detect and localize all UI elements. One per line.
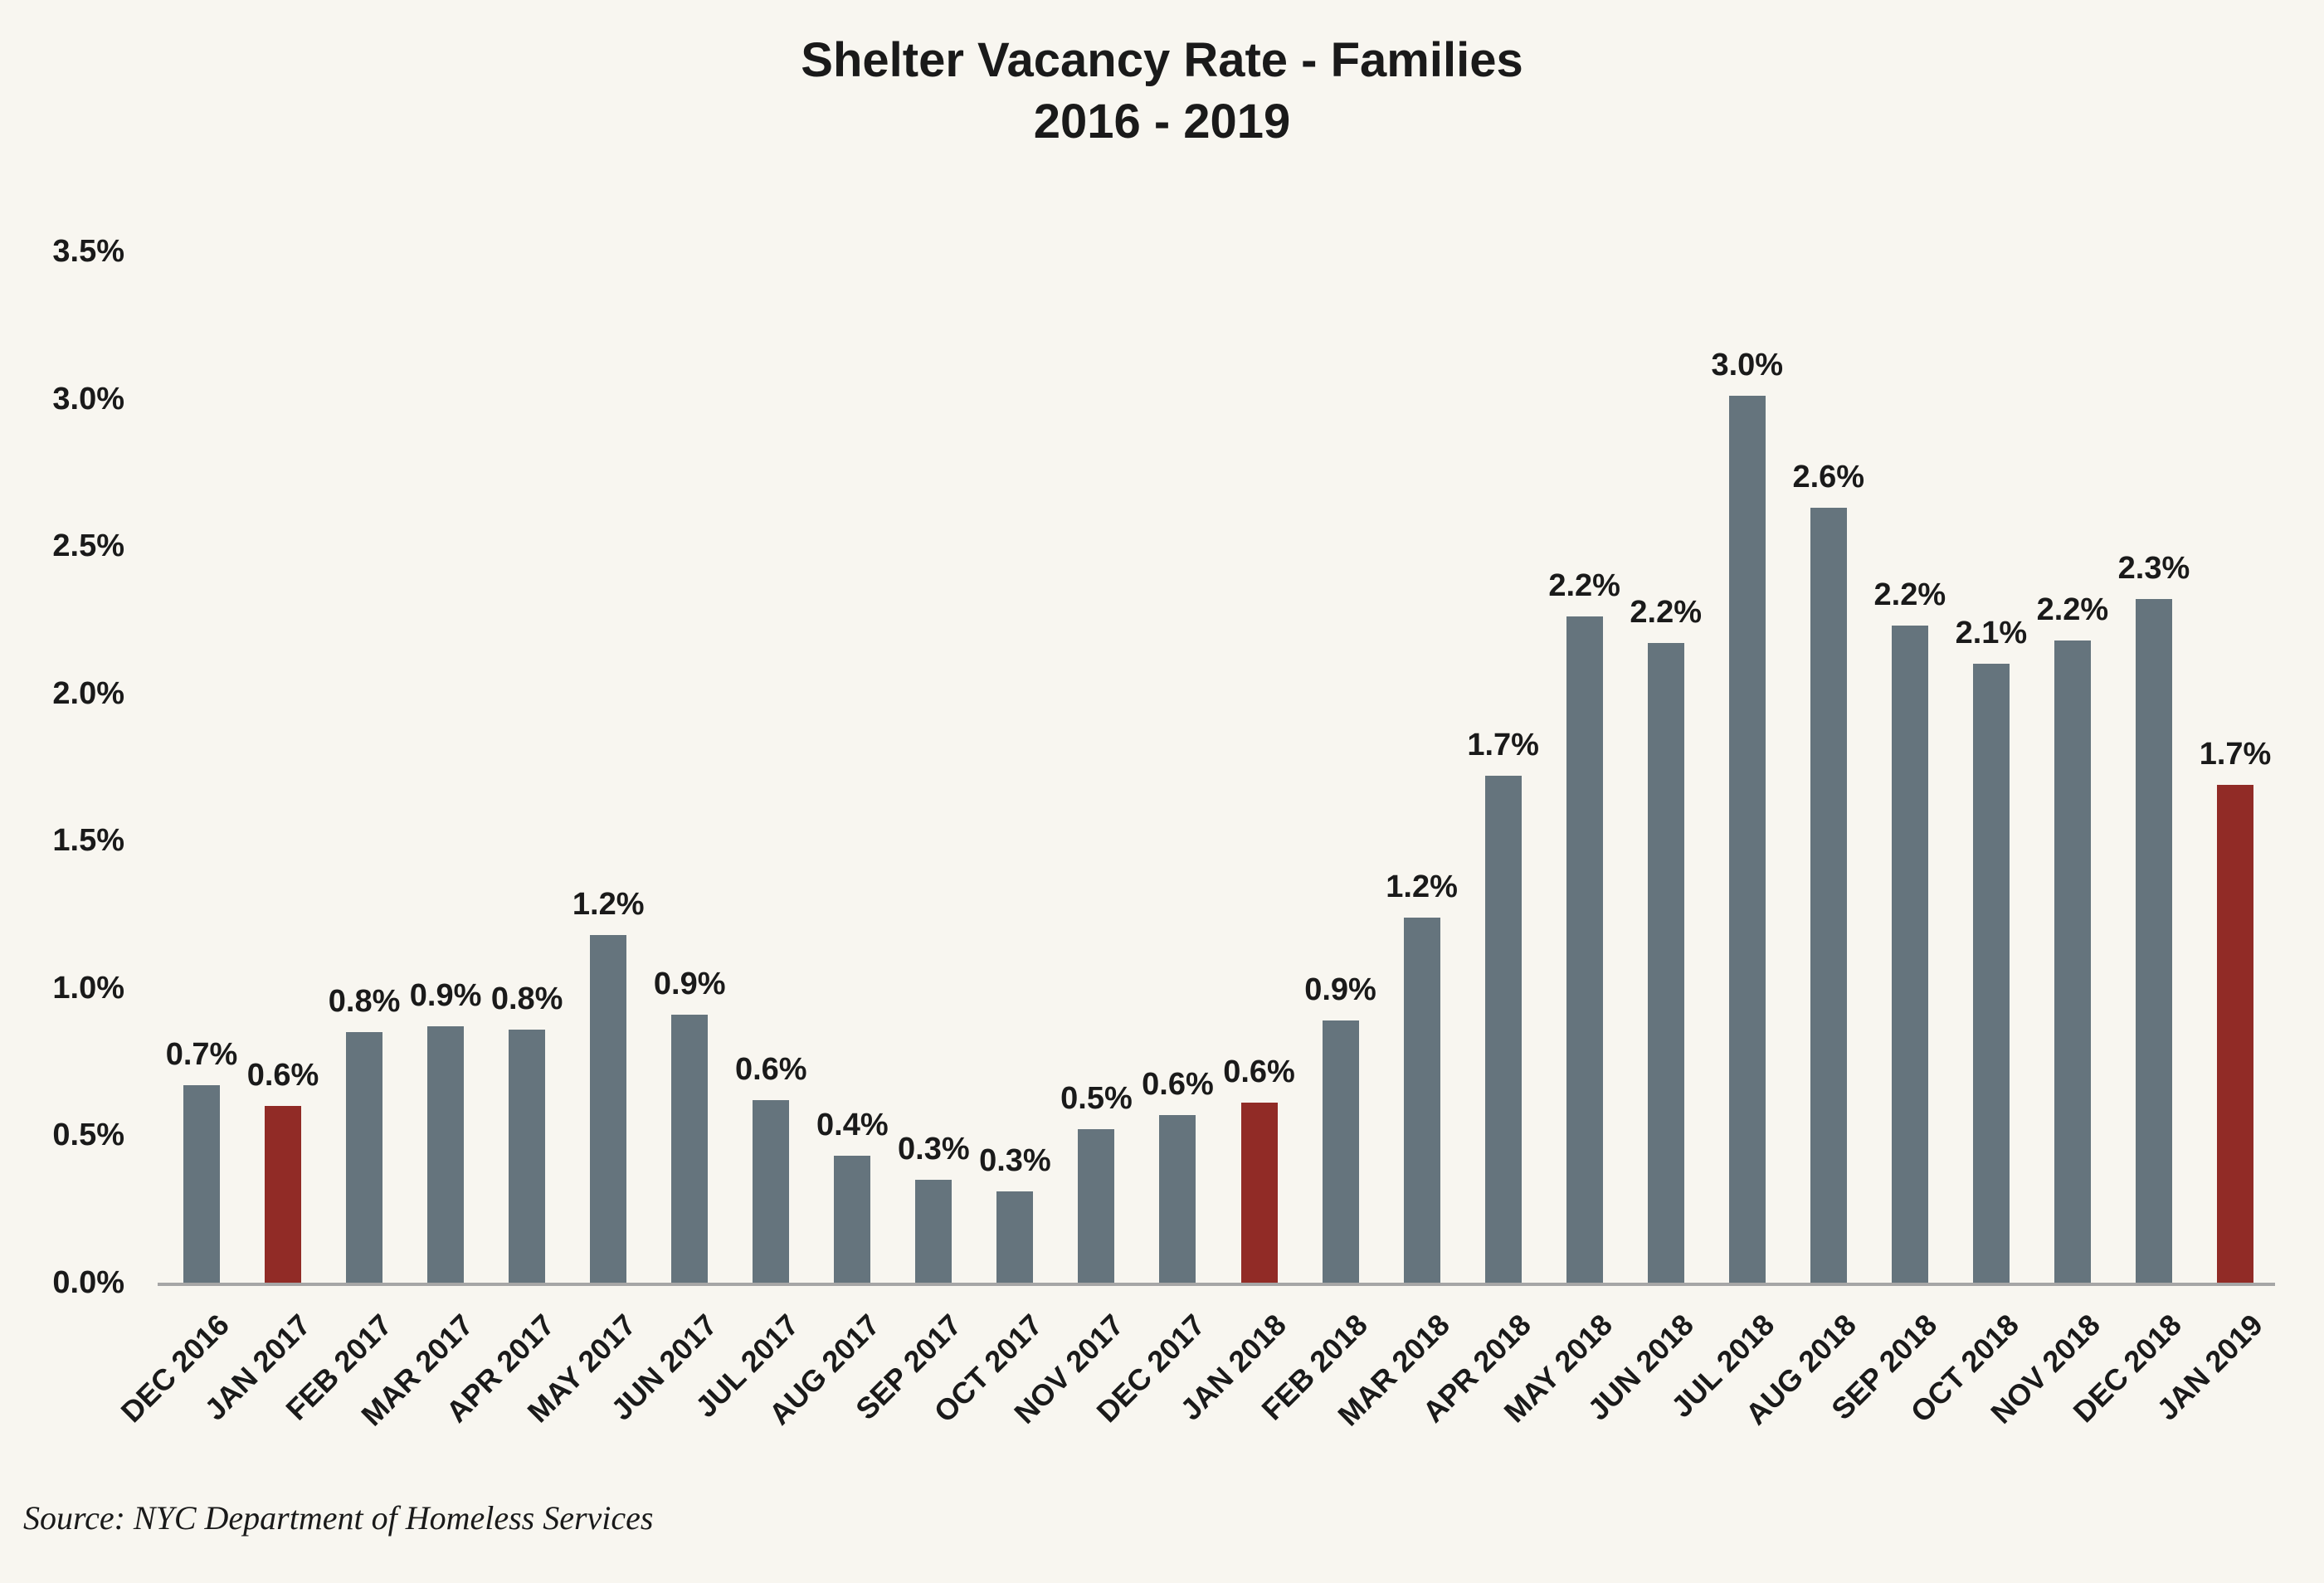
- bar-jul-2018: [1728, 396, 1766, 1283]
- bar-value-label-oct-2018: 2.1%: [1955, 616, 2028, 651]
- bar-jul-2017: [753, 1099, 790, 1283]
- bar-value-label-dec-2018: 2.3%: [2117, 551, 2190, 587]
- bar-value-label-mar-2018: 1.2%: [1386, 869, 1458, 904]
- x-axis-line: [158, 1283, 2275, 1286]
- bar-value-label-jul-2017: 0.6%: [734, 1051, 807, 1087]
- chart-title-line1: Shelter Vacancy Rate - Families: [801, 33, 1523, 87]
- bar-dec-2016: [183, 1085, 220, 1283]
- y-tick-label-2-0pct: 2.0%: [52, 675, 124, 711]
- source-note: Source: NYC Department of Homeless Servi…: [23, 1499, 654, 1537]
- bar-jan-2019: [2217, 784, 2253, 1283]
- bar-value-label-jun-2018: 2.2%: [1630, 595, 1703, 631]
- bar-apr-2017: [509, 1029, 546, 1283]
- bar-value-label-jan-2019: 1.7%: [2199, 736, 2272, 772]
- bar-apr-2018: [1484, 776, 1522, 1283]
- bar-sep-2017: [915, 1179, 952, 1283]
- bar-nov-2018: [2054, 640, 2091, 1283]
- y-tick-label-0-0pct: 0.0%: [52, 1265, 124, 1300]
- bar-mar-2018: [1403, 917, 1440, 1283]
- bar-oct-2017: [996, 1191, 1034, 1283]
- bar-mar-2017: [427, 1026, 465, 1283]
- bar-jun-2017: [671, 1014, 709, 1283]
- bar-may-2018: [1566, 616, 1603, 1283]
- chart-title-line2: 2016 - 2019: [1033, 95, 1291, 149]
- bar-value-label-sep-2017: 0.3%: [898, 1131, 970, 1167]
- bar-oct-2018: [1972, 664, 2010, 1283]
- bar-value-label-nov-2017: 0.5%: [1060, 1081, 1133, 1117]
- bar-value-label-oct-2017: 0.3%: [979, 1142, 1051, 1178]
- bar-value-label-feb-2017: 0.8%: [328, 984, 401, 1020]
- bar-value-label-sep-2018: 2.2%: [1873, 577, 1946, 613]
- bar-value-label-jan-2017: 0.6%: [246, 1057, 319, 1093]
- bar-value-label-aug-2018: 2.6%: [1792, 459, 1865, 494]
- bar-dec-2018: [2135, 599, 2172, 1283]
- y-tick-label-3-5pct: 3.5%: [52, 234, 124, 269]
- bar-value-label-apr-2017: 0.8%: [490, 981, 563, 1016]
- bar-value-label-aug-2017: 0.4%: [816, 1108, 889, 1143]
- bar-value-label-jan-2018: 0.6%: [1223, 1055, 1295, 1090]
- bar-value-label-apr-2018: 1.7%: [1467, 728, 1539, 763]
- bar-aug-2017: [834, 1156, 871, 1283]
- bar-value-label-nov-2018: 2.2%: [2036, 592, 2109, 627]
- y-tick-label-3-0pct: 3.0%: [52, 381, 124, 416]
- bar-value-label-mar-2017: 0.9%: [409, 978, 482, 1014]
- bar-jun-2018: [1647, 643, 1684, 1283]
- bar-jan-2018: [1240, 1103, 1278, 1283]
- bar-dec-2017: [1159, 1114, 1196, 1283]
- bar-value-label-jun-2017: 0.9%: [653, 966, 726, 1001]
- bar-value-label-may-2018: 2.2%: [1548, 568, 1620, 604]
- chart-title: Shelter Vacancy Rate - Families 2016 - 2…: [0, 30, 2324, 153]
- bar-feb-2018: [1322, 1020, 1359, 1283]
- y-tick-label-2-5pct: 2.5%: [52, 528, 124, 564]
- bar-aug-2018: [1810, 507, 1847, 1283]
- bar-feb-2017: [346, 1032, 383, 1283]
- bar-value-label-jul-2018: 3.0%: [1711, 348, 1784, 383]
- bar-jan-2017: [265, 1105, 302, 1283]
- y-tick-label-1-0pct: 1.0%: [52, 970, 124, 1006]
- bar-value-label-feb-2018: 0.9%: [1304, 972, 1376, 1007]
- bar-sep-2018: [1891, 626, 1928, 1283]
- bar-value-label-dec-2016: 0.7%: [165, 1037, 238, 1073]
- bar-nov-2017: [1078, 1129, 1115, 1283]
- bar-may-2017: [590, 934, 627, 1283]
- y-tick-label-1-5pct: 1.5%: [52, 823, 124, 859]
- y-tick-label-0-5pct: 0.5%: [52, 1118, 124, 1153]
- bar-value-label-dec-2017: 0.6%: [1142, 1066, 1214, 1102]
- bar-value-label-may-2017: 1.2%: [572, 886, 645, 922]
